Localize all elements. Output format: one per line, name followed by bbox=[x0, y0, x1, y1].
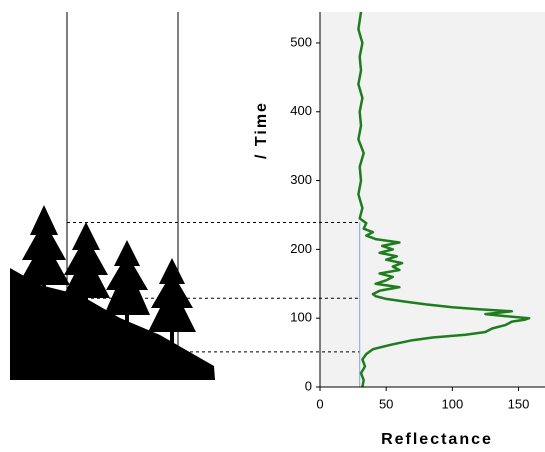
x-tick-label: 150 bbox=[508, 396, 530, 411]
y-tick-label: 500 bbox=[290, 34, 312, 49]
y-tick-label: 200 bbox=[290, 241, 312, 256]
figure: Reflectance / Time 0 100 200 300 400 500 0 50 10… bbox=[0, 0, 545, 452]
y-tick-label: 100 bbox=[290, 310, 312, 325]
plot-area bbox=[320, 12, 545, 387]
x-tick-label: 50 bbox=[379, 396, 393, 411]
y-tick-label: 0 bbox=[305, 378, 312, 393]
x-axis-title: Reflectance bbox=[381, 431, 493, 448]
forest-illustration bbox=[10, 12, 215, 380]
x-tick-label: 0 bbox=[316, 396, 323, 411]
x-tick-label: 100 bbox=[442, 396, 464, 411]
y-tick-label: 400 bbox=[290, 103, 312, 118]
y-tick-label: 300 bbox=[290, 172, 312, 187]
y-axis-title: / Time bbox=[253, 101, 270, 159]
